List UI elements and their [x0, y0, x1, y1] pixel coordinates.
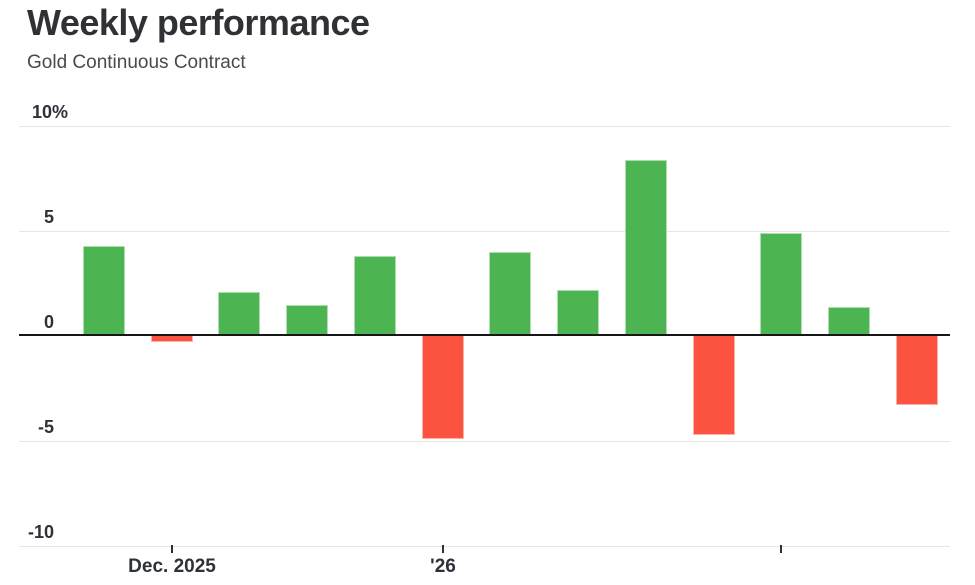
y-axis-label: 0 [43, 312, 54, 332]
bar-positive [625, 160, 667, 334]
bar-positive [489, 252, 531, 334]
bar-positive [557, 290, 599, 334]
chart-subtitle: Gold Continuous Contract [27, 52, 246, 73]
y-axis-label: -5 [37, 417, 54, 437]
bar-positive [354, 256, 396, 334]
bar-negative [693, 336, 735, 435]
x-axis-tick [780, 545, 782, 553]
x-axis-tick [171, 545, 173, 553]
bar-negative [151, 336, 193, 342]
bar-positive [828, 307, 870, 334]
bar-negative [896, 336, 938, 405]
gridline [19, 546, 950, 547]
x-axis-tick [442, 545, 444, 553]
x-axis-label: Dec. 2025 [128, 556, 216, 577]
gridline [19, 231, 950, 232]
chart-title: Weekly performance [27, 2, 370, 43]
x-axis-label: '26 [430, 556, 456, 577]
bar-positive [286, 305, 328, 334]
y-axis-label: 10% [31, 102, 68, 122]
bar-negative [422, 336, 464, 439]
y-axis-label: 5 [43, 207, 54, 227]
y-axis-label: -10 [27, 522, 54, 542]
gridline [19, 126, 950, 127]
bar-positive [760, 233, 802, 334]
gridline [19, 441, 950, 442]
zero-line [19, 334, 950, 336]
bar-positive [83, 246, 125, 334]
bar-positive [218, 292, 260, 334]
